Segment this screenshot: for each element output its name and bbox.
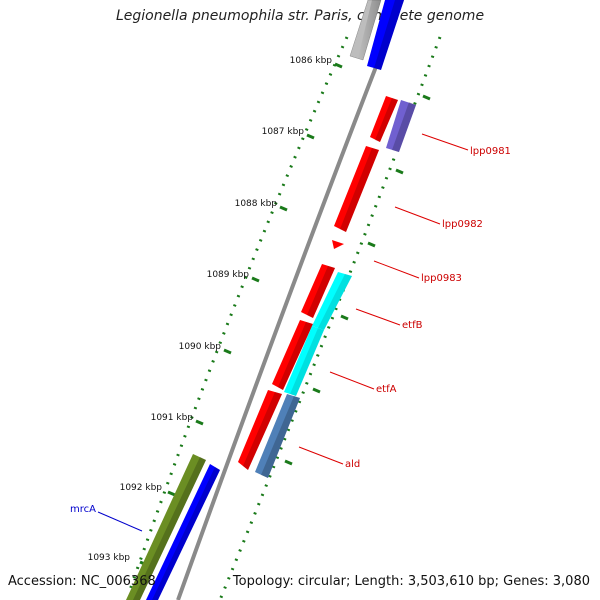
cds-red-small xyxy=(332,240,344,249)
cds-cyan-etfB xyxy=(312,272,352,330)
accession-text: Accession: NC_006368 xyxy=(8,574,156,589)
cds-purple-lpp0981 xyxy=(386,100,416,152)
tick-label: 1093 kbp xyxy=(88,553,131,563)
tick-label: 1088 kbp xyxy=(235,199,278,209)
label-line-blue xyxy=(97,511,143,532)
tick-marks-inner xyxy=(284,94,431,466)
cds-steel-ald xyxy=(255,394,300,478)
cds-red-ald xyxy=(238,390,282,470)
cds-blue-bottom xyxy=(146,464,220,600)
gene-label-lpp0982: lpp0982 xyxy=(442,219,483,230)
tick-label: 1090 kbp xyxy=(179,342,222,352)
cds-red-etfB xyxy=(301,264,335,318)
cds-cyan-etfA xyxy=(284,326,324,396)
cds-green-mrcA xyxy=(126,454,206,600)
cds-top-grey xyxy=(349,0,382,61)
gene-label-etfA: etfA xyxy=(376,384,397,395)
gene-label-ald: ald xyxy=(345,459,360,470)
gene-label-lpp0981: lpp0981 xyxy=(470,146,511,157)
tick-label: 1092 kbp xyxy=(120,483,163,493)
genome-backbone xyxy=(176,0,404,600)
cds-red-1 xyxy=(370,96,398,142)
cds-red-etfA xyxy=(272,320,313,390)
gc-track-outer xyxy=(128,36,349,591)
tick-label: 1087 kbp xyxy=(262,127,305,137)
gene-label-mrcA: mrcA xyxy=(70,504,96,515)
cds-top-blue xyxy=(367,0,404,70)
cds-red-lpp0982 xyxy=(334,146,379,232)
tick-label: 1089 kbp xyxy=(207,270,250,280)
tick-label: 1086 kbp xyxy=(290,56,333,66)
topology-text: Topology: circular; Length: 3,503,610 bp… xyxy=(232,574,590,589)
gene-label-lpp0983: lpp0983 xyxy=(421,273,462,284)
gene-label-etfB: etfB xyxy=(402,320,423,331)
tick-label: 1091 kbp xyxy=(151,413,194,423)
label-lines-red xyxy=(298,133,469,465)
